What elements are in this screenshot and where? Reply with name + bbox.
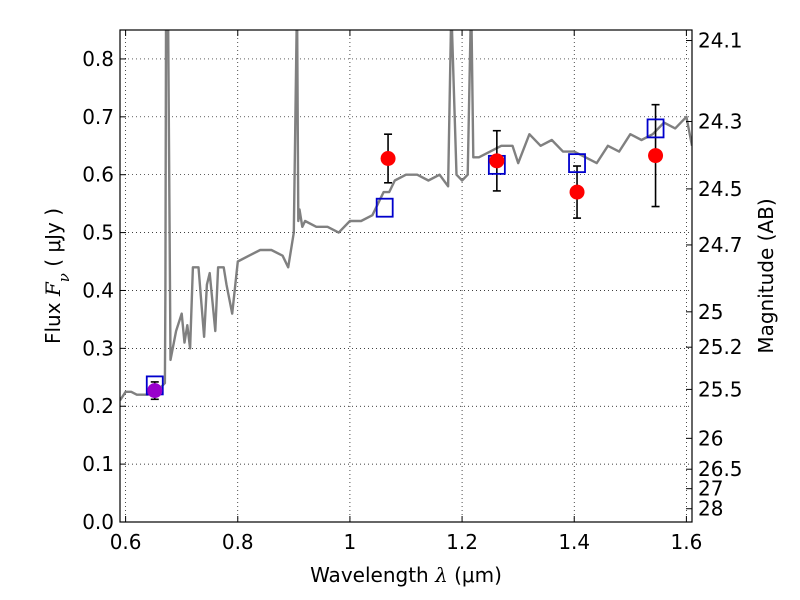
x-tick-label: 1.4: [558, 530, 590, 554]
spectrum-line: [120, 30, 692, 402]
y-axis-label-symbol: F: [41, 281, 65, 297]
x-tick-label: 1.2: [446, 530, 478, 554]
x-axis-label-prefix: Wavelength: [310, 563, 435, 587]
axis-ticks: 0.6 0.8 1 1.2 1.4 1.6 0.0 0.1 0.2 0.3 0.4 0.5 0.6 0.7…: [82, 29, 742, 554]
model-photometry-square: [646, 118, 665, 139]
grid: [120, 30, 692, 523]
error-bars: [150, 103, 660, 401]
x-axis-label-symbol: λ: [434, 563, 448, 587]
right-tick-label: 24.7: [698, 233, 743, 257]
y-tick-label: 0.3: [82, 336, 114, 360]
y-tick-label: 0.6: [82, 163, 114, 187]
y-tick-label: 0.4: [82, 278, 114, 302]
y-tick-label: 0.5: [82, 221, 114, 245]
right-tick-label: 24.1: [698, 29, 743, 53]
observed-photometry-point: [648, 148, 664, 164]
right-tick-label: 24.5: [698, 177, 743, 201]
model-photometry-points: [145, 118, 665, 396]
plot-frame: [119, 29, 693, 523]
x-axis-label: Wavelength λ (μm): [310, 563, 502, 587]
y-tick-label: 0.1: [82, 452, 114, 476]
y-axis-label-prefix: Flux: [41, 296, 65, 344]
x-tick-label: 1.6: [670, 530, 702, 554]
right-tick-label: 25: [698, 300, 723, 324]
observed-photometry-point: [147, 383, 163, 399]
x-tick-label: 0.8: [222, 530, 254, 554]
y-axis-label-subscript: ν: [55, 273, 73, 282]
model-spectrum: [120, 30, 692, 402]
x-tick-label: 0.6: [110, 530, 142, 554]
x-tick-label: 1: [344, 530, 357, 554]
observed-photometry-point: [489, 153, 505, 169]
right-tick-label: 27: [698, 477, 723, 501]
right-tick-label: 24.3: [698, 110, 743, 134]
observed-photometry-points: [147, 148, 664, 399]
right-tick-label: 25.5: [698, 377, 743, 401]
y-tick-label: 0.0: [82, 510, 114, 534]
right-axis-label: Magnitude (AB): [754, 198, 778, 353]
y-tick-label: 0.2: [82, 394, 114, 418]
y-tick-label: 0.7: [82, 105, 114, 129]
observed-photometry-point: [380, 150, 396, 166]
x-axis-label-unit: (μm): [448, 563, 502, 587]
right-tick-label: 25.2: [698, 335, 743, 359]
y-axis-label-unit: ( μJy ): [41, 208, 65, 273]
observed-photometry-point: [569, 184, 585, 200]
right-tick-label: 28: [698, 497, 723, 521]
right-tick-label: 26.5: [698, 457, 743, 481]
model-photometry-square: [375, 197, 394, 218]
model-photometry-square: [568, 153, 586, 174]
right-tick-label: 26: [698, 426, 723, 450]
y-tick-label: 0.8: [82, 47, 114, 71]
y-axis-label: Flux Fν ( μJy ): [41, 208, 73, 344]
